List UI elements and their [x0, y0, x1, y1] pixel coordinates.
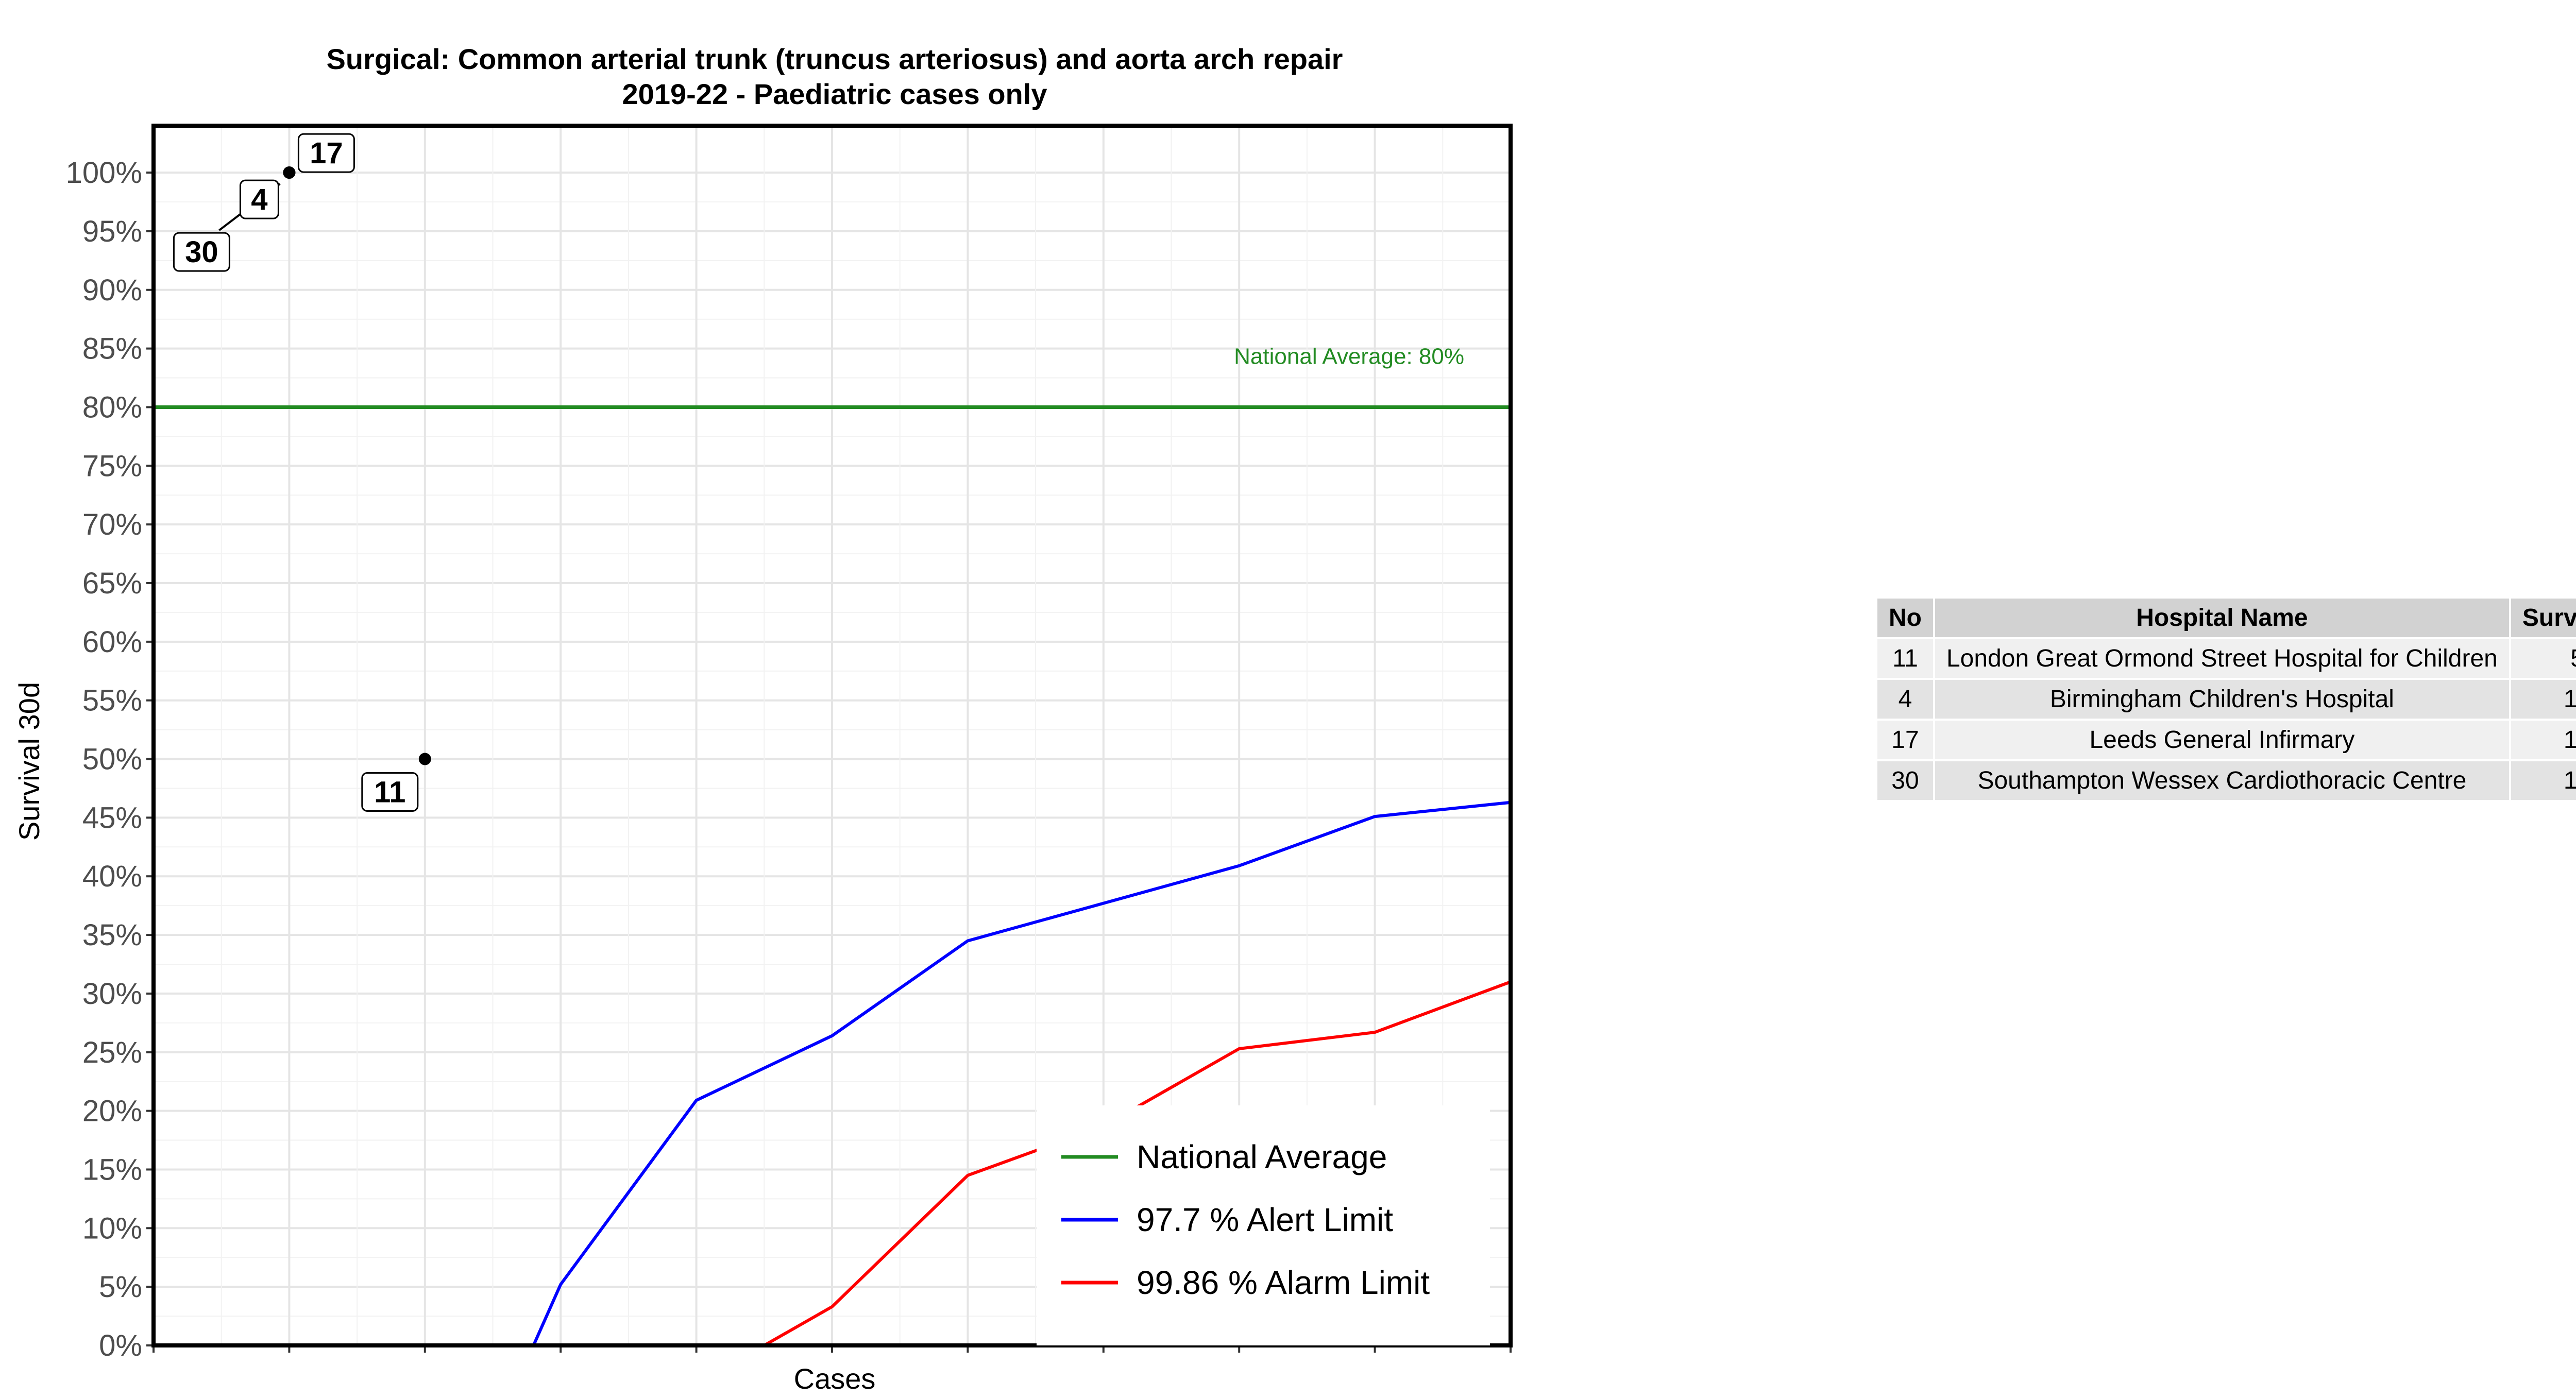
cell-hospital: Southampton Wessex Cardiothoracic Centre: [1935, 761, 2509, 800]
point-label: 11: [374, 776, 405, 809]
legend-item-label: 99.86 % Alarm Limit: [1137, 1264, 1430, 1301]
x-axis-label: Cases: [794, 1362, 876, 1395]
table-row: 11 London Great Ormond Street Hospital f…: [1877, 639, 2576, 678]
data-point: [418, 753, 431, 765]
cell-no: 17: [1877, 721, 1933, 759]
y-axis-label: Survival 30d: [13, 682, 45, 841]
y-tick-label: 95%: [82, 215, 142, 248]
point-label-box: [361, 772, 419, 812]
y-tick-label: 60%: [82, 625, 142, 659]
y-tick-label: 50%: [82, 743, 142, 776]
table-row: 17 Leeds General Infirmary 100%: [1877, 721, 2576, 759]
point-label: 30: [185, 235, 218, 269]
y-tick-label: 100%: [66, 156, 142, 190]
cell-survival: 100%: [2511, 721, 2576, 759]
cell-no: 4: [1877, 680, 1933, 719]
cell-hospital: Birmingham Children's Hospital: [1935, 680, 2509, 719]
point-label: 4: [251, 183, 267, 216]
y-tick-label: 55%: [82, 684, 142, 718]
series-line-1: [154, 800, 1511, 1347]
legend-item-label: National Average: [1137, 1138, 1387, 1175]
point-label-box: [173, 232, 230, 272]
national-average-annotation: National Average: 80%: [1234, 344, 1464, 369]
y-tick-label: 40%: [82, 860, 142, 893]
y-tick-label: 85%: [82, 332, 142, 366]
cell-survival: 100%: [2511, 680, 2576, 719]
plot-border: [151, 124, 1513, 1347]
y-tick-label: 20%: [82, 1095, 142, 1128]
y-tick-label: 80%: [82, 390, 142, 424]
cell-hospital: Leeds General Infirmary: [1935, 721, 2509, 759]
y-tick-label: 35%: [82, 918, 142, 952]
cell-hospital: London Great Ormond Street Hospital for …: [1935, 639, 2509, 678]
data-point: [283, 166, 296, 179]
table-row: 30 Southampton Wessex Cardiothoracic Cen…: [1877, 761, 2576, 800]
legend-item-label: 97.7 % Alert Limit: [1137, 1201, 1393, 1238]
point-label: 17: [310, 137, 343, 170]
y-tick-label: 10%: [82, 1212, 142, 1245]
survival-chart: Surgical: Common arterial trunk (truncus…: [13, 43, 1513, 1395]
y-tick-label: 65%: [82, 567, 142, 600]
point-label-box: [297, 133, 355, 173]
point-label-box: [239, 179, 279, 219]
column-header-survival: Survival 30d: [2511, 599, 2576, 637]
cell-survival: 100%: [2511, 761, 2576, 800]
y-tick-label: 25%: [82, 1036, 142, 1069]
y-tick-label: 75%: [82, 449, 142, 483]
y-tick-label: 5%: [99, 1270, 142, 1304]
cell-no: 30: [1877, 761, 1933, 800]
hospital-table: No Hospital Name Survival 30d 11 London …: [1875, 596, 2576, 802]
y-tick-label: 70%: [82, 508, 142, 541]
y-tick-label: 0%: [99, 1329, 142, 1362]
cell-no: 11: [1877, 639, 1933, 678]
y-tick-label: 30%: [82, 977, 142, 1011]
column-header-no: No: [1877, 599, 1933, 637]
series-line-2: [154, 980, 1512, 1347]
table-row: 4 Birmingham Children's Hospital 100%: [1877, 680, 2576, 719]
chart-title: Surgical: Common arterial trunk (truncus…: [327, 43, 1343, 75]
y-tick-label: 15%: [82, 1153, 142, 1186]
cell-survival: 50%: [2511, 639, 2576, 678]
y-tick-label: 90%: [82, 274, 142, 307]
chart-subtitle: 2019-22 - Paediatric cases only: [622, 78, 1047, 110]
legend-box: [1037, 1105, 1490, 1345]
y-tick-label: 45%: [82, 801, 142, 834]
table-header-row: No Hospital Name Survival 30d: [1877, 599, 2576, 637]
column-header-hospital: Hospital Name: [1935, 599, 2509, 637]
